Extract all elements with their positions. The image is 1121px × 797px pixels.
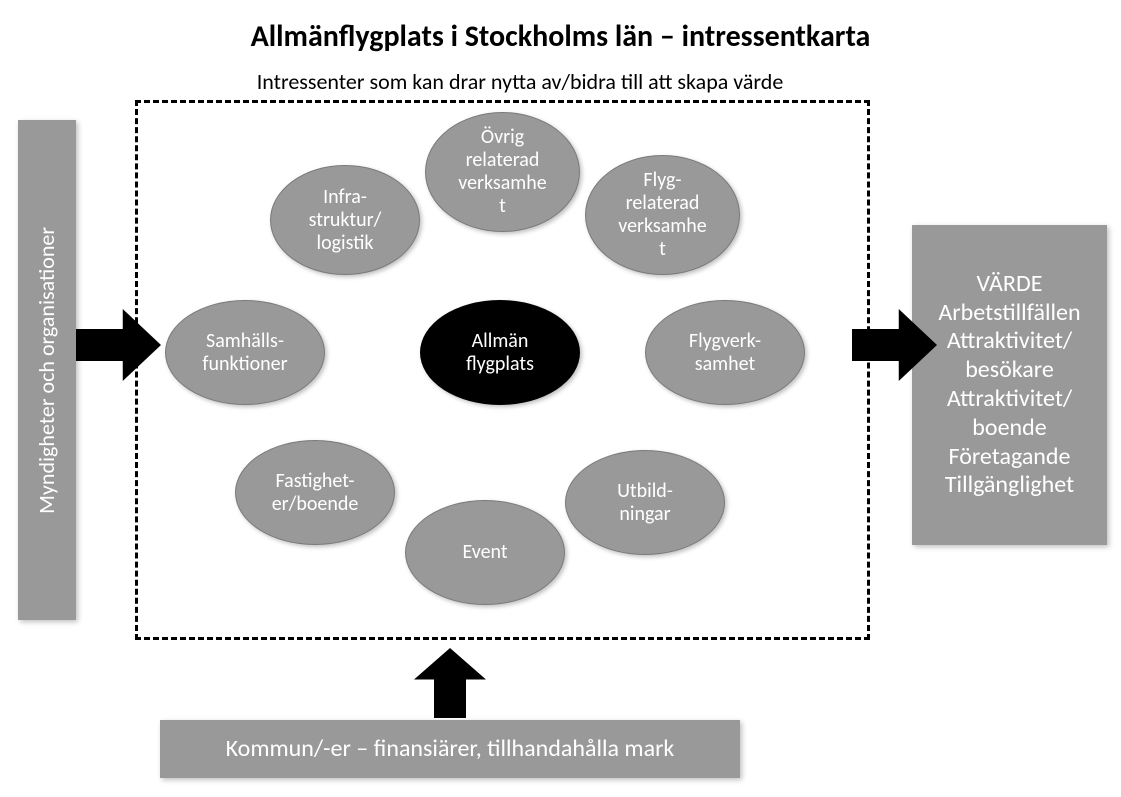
surround-ellipse: Flygverk- samhet	[645, 300, 805, 405]
surround-ellipse-label: Fastighet- er/boende	[272, 470, 359, 516]
surround-ellipse-label: Infra- struktur/ logistik	[309, 186, 382, 255]
arrow-bottom	[410, 648, 490, 718]
surround-ellipse: Övrig relaterad verksamhe t	[425, 112, 580, 232]
bottom-box-municipality: Kommun/-er – finansiärer, tillhandahålla…	[160, 720, 740, 778]
bottom-box-label: Kommun/-er – finansiärer, tillhandahålla…	[226, 735, 675, 764]
diagram-subtitle: Intressenter som kan drar nytta av/bidra…	[170, 68, 870, 95]
surround-ellipse-label: Event	[462, 541, 507, 564]
surround-ellipse: Event	[405, 500, 565, 605]
surround-ellipse: Samhälls- funktioner	[165, 300, 325, 405]
diagram-title: Allmänflygplats i Stockholms län – intre…	[0, 18, 1121, 55]
surround-ellipse: Utbild- ningar	[565, 450, 725, 555]
left-box-authorities: Myndigheter och organisationer	[18, 120, 76, 620]
arrow-left	[76, 305, 161, 385]
right-box-label: VÄRDE Arbetstillfällen Attraktivitet/ be…	[938, 270, 1080, 500]
surround-ellipse-label: Samhälls- funktioner	[202, 330, 287, 376]
surround-ellipse-label: Flyg- relaterad verksamhe t	[618, 169, 707, 261]
left-box-label: Myndigheter och organisationer	[34, 227, 60, 514]
surround-ellipse: Flyg- relaterad verksamhe t	[585, 155, 740, 275]
surround-ellipse-label: Övrig relaterad verksamhe t	[458, 126, 547, 218]
surround-ellipse: Infra- struktur/ logistik	[270, 165, 420, 275]
arrow-right	[852, 305, 937, 385]
surround-ellipse-label: Flygverk- samhet	[689, 330, 761, 376]
center-ellipse: Allmän flygplats	[420, 300, 580, 405]
center-ellipse-label: Allmän flygplats	[466, 330, 534, 376]
surround-ellipse-label: Utbild- ningar	[617, 480, 673, 526]
right-box-value: VÄRDE Arbetstillfällen Attraktivitet/ be…	[912, 225, 1107, 545]
surround-ellipse: Fastighet- er/boende	[235, 440, 395, 545]
